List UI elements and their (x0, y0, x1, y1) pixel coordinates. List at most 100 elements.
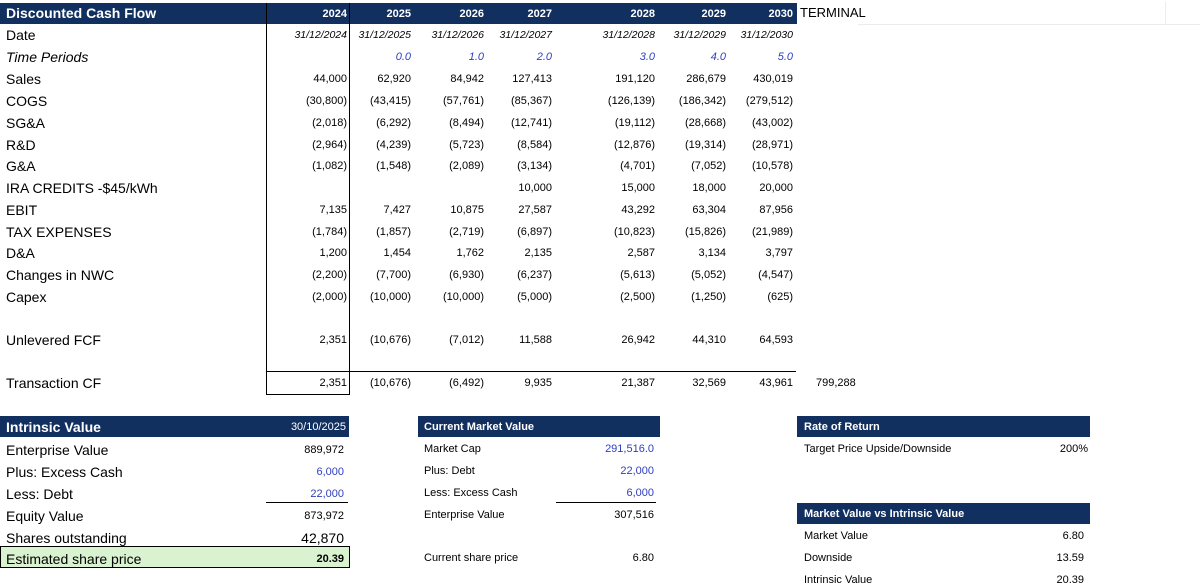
dcf-header (0, 3, 797, 24)
cell-value: (10,676) (370, 334, 411, 346)
cell-value: 21,387 (621, 377, 655, 389)
cell-value: 31/12/2024 (294, 29, 347, 41)
cell-value: 62,920 (377, 73, 411, 85)
cell-value: 63,304 (692, 204, 726, 216)
intrinsic-label: Estimated share price (6, 551, 142, 567)
cell-value: 2,135 (524, 247, 552, 259)
intrinsic-highlight (0, 546, 350, 568)
cell-value: 10,875 (450, 204, 484, 216)
row-label: IRA CREDITS -$45/kWh (6, 180, 158, 196)
cell-value: (15,826) (685, 226, 726, 238)
cell-value: 7,135 (319, 204, 347, 216)
market-header (418, 416, 660, 437)
ror-title: Rate of Return (804, 421, 880, 433)
mvi-label: Market Value (804, 530, 868, 542)
cell-value: (5,000) (517, 291, 552, 303)
cell-value: 1,200 (319, 247, 347, 259)
year-header: 2028 (630, 8, 655, 20)
cell-value: 64,593 (759, 334, 793, 346)
cell-value: (6,897) (517, 226, 552, 238)
intrinsic-label: Enterprise Value (6, 442, 109, 458)
cell-value: (2,719) (449, 226, 484, 238)
cell-value: (1,082) (312, 160, 347, 172)
cell-value: 1,762 (456, 247, 484, 259)
cell-value: (186,342) (678, 95, 726, 107)
cell-value: 11,588 (519, 334, 552, 346)
intrinsic-label: Plus: Excess Cash (6, 464, 123, 480)
cell-value: (4,701) (620, 160, 655, 172)
row-label: TAX EXPENSES (6, 224, 112, 240)
year-header: 2024 (322, 8, 347, 20)
ror-header (797, 416, 1090, 437)
dcf-title: Discounted Cash Flow (6, 5, 157, 21)
market-title: Current Market Value (424, 421, 535, 433)
market-value: 22,000 (620, 465, 654, 477)
cell-value: (10,578) (752, 160, 793, 172)
mvi-title: Market Value vs Intrinsic Value (804, 508, 965, 520)
cell-value: 4.0 (710, 51, 726, 63)
cell-value: (57,761) (443, 95, 484, 107)
row-label: Time Periods (6, 49, 89, 65)
cell-value: (2,018) (312, 117, 347, 129)
intrinsic-value: 22,000 (310, 488, 344, 500)
row-label: COGS (6, 93, 48, 109)
cell-value: (6,492) (449, 377, 484, 389)
cell-value: (19,112) (614, 117, 655, 129)
cell-value: 31/12/2028 (602, 29, 655, 41)
cell-value: (43,002) (752, 117, 793, 129)
cell-value: 2,351 (319, 377, 347, 389)
intrinsic-value: 20.39 (316, 553, 344, 565)
row-label: Transaction CF (6, 375, 102, 391)
cell-value: (2,089) (449, 160, 484, 172)
cell-value: (625) (767, 291, 793, 303)
cell-value: 43,961 (759, 377, 793, 389)
cell-value: (1,857) (376, 226, 411, 238)
cell-value: (6,292) (376, 117, 411, 129)
cell-value: (7,012) (449, 334, 484, 346)
cell-value: 26,942 (621, 334, 655, 346)
cell-value: 84,942 (450, 73, 484, 85)
intrinsic-header (0, 416, 349, 437)
row-label: R&D (6, 137, 36, 153)
mvi-value: 20.39 (1056, 574, 1084, 586)
cell-value: (6,237) (517, 269, 552, 281)
cell-value: 2.0 (536, 51, 552, 63)
cell-value: 9,935 (524, 377, 552, 389)
excess-cash-underline (556, 502, 656, 503)
mvi-header (797, 503, 1090, 524)
cell-value: (10,676) (370, 377, 411, 389)
cell-value: 0.0 (395, 51, 411, 63)
row-label: Sales (6, 71, 42, 87)
cell-value: (7,700) (376, 269, 411, 281)
mvi-label: Downside (804, 552, 853, 564)
cell-value: (2,964) (312, 139, 347, 151)
cell-value: (28,668) (685, 117, 726, 129)
cell-value: 31/12/2029 (673, 29, 726, 41)
intrinsic-value: 42,870 (301, 530, 344, 546)
debt-underline (266, 502, 348, 503)
cell-value: (3,134) (517, 160, 552, 172)
market-value: 291,516.0 (605, 443, 654, 455)
row-label: Unlevered FCF (6, 332, 101, 348)
transaction-cf-bottom-border (266, 394, 350, 395)
cell-value: (5,052) (691, 269, 726, 281)
row-label: Changes in NWC (6, 267, 115, 283)
cell-value: 20,000 (759, 182, 793, 194)
col-2024-border-right (349, 3, 350, 395)
cell-value: 18,000 (692, 182, 726, 194)
cell-value: 5.0 (777, 51, 793, 63)
terminal-label: TERMINAL (800, 5, 866, 20)
cell-value: 1,454 (383, 247, 411, 259)
cell-value: (10,000) (443, 291, 484, 303)
cell-value: 15,000 (621, 182, 655, 194)
cell-value: 31/12/2030 (740, 29, 793, 41)
market-label: Less: Excess Cash (424, 487, 518, 499)
year-header: 2030 (768, 8, 793, 20)
cell-value: 31/12/2026 (431, 29, 484, 41)
cell-value: (21,989) (752, 226, 793, 238)
cell-value: 3,134 (698, 247, 726, 259)
cell-value: 3,797 (765, 247, 793, 259)
cell-value: (43,415) (370, 95, 411, 107)
cell-value: (2,000) (312, 291, 347, 303)
intrinsic-label: Equity Value (6, 508, 84, 524)
